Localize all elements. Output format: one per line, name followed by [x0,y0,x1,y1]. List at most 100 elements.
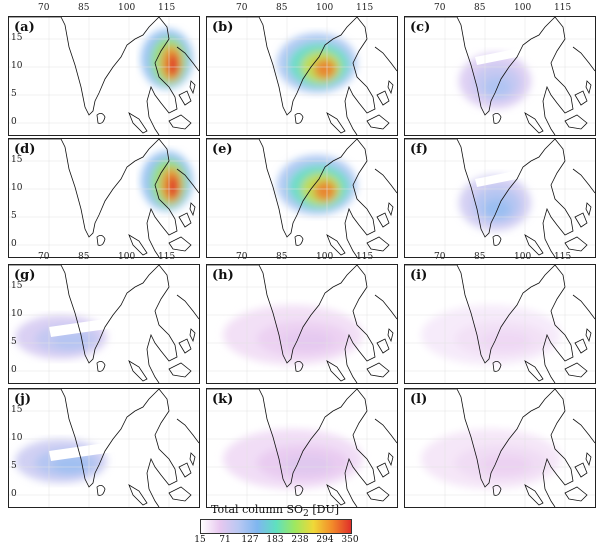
panel-label: (l) [410,392,428,407]
island-outline [574,212,588,228]
map-svg [405,139,595,257]
panel-label: (g) [14,268,36,283]
map-svg [207,139,397,257]
map-panel-e: (e) [206,138,398,258]
lon-tick-label: 70 [236,252,248,262]
coastline [146,17,178,135]
island-outline [564,486,588,502]
data-gap [49,317,121,337]
island-outline [189,202,196,217]
coastline [374,46,397,72]
island-outline [294,485,304,496]
island-outline [585,452,592,467]
plume-layer [483,77,511,97]
colorbar [200,519,352,534]
lon-tick-label: 115 [158,3,176,13]
so2-plume [277,155,357,215]
coastline [9,389,160,488]
island-outline [168,114,192,130]
panel-label: (k) [212,392,234,407]
coastline [9,139,160,238]
colorbar-tick-label: 127 [241,535,259,545]
island-outline [128,360,148,382]
island-outline [189,328,196,343]
map-svg [405,265,595,383]
lon-tick-label: 70 [38,252,50,262]
island-outline [585,328,592,343]
map-svg [207,17,397,135]
map-panel-b: (b) [206,16,398,136]
plume-layer [167,175,179,199]
coastline [344,265,376,383]
island-outline [376,90,390,106]
coastline [572,418,595,444]
map-panel-l: (l) [404,388,596,508]
data-gap [49,441,121,461]
so2-plume [223,429,363,489]
lon-tick-label: 115 [554,3,572,13]
island-outline [387,80,394,95]
coastline [176,418,199,444]
island-outline [574,462,588,478]
coastline [9,265,160,364]
island-outline [376,338,390,354]
lon-tick-label: 85 [474,252,486,262]
lat-tick-label: 5 [11,337,17,347]
panel-label: (c) [410,20,431,35]
colorbar-tick-label: 238 [291,535,309,545]
so2-plume [277,33,357,93]
plume-layer [479,331,531,351]
so2-plume [421,305,561,365]
lat-tick-label: 0 [11,117,17,127]
island-outline [524,360,544,382]
lon-tick-label: 85 [78,252,90,262]
lon-tick-label: 100 [118,3,136,13]
coastline [542,389,574,507]
lon-tick-label: 85 [276,252,288,262]
coastline [9,17,160,116]
coastline [542,139,574,257]
map-svg [9,265,199,383]
island-outline [524,112,544,134]
island-outline [564,114,588,130]
panel-label: (a) [14,20,35,35]
panel-label: (e) [212,142,233,157]
coastline [207,265,358,364]
coastline [176,168,199,194]
island-outline [168,236,192,252]
coastline [572,294,595,320]
island-outline [294,361,304,372]
panel-label: (b) [212,20,234,35]
island-outline [366,486,390,502]
lat-tick-label: 5 [11,461,17,471]
island-outline [178,462,192,478]
island-outline [294,113,304,124]
panel-label: (h) [212,268,234,283]
map-panel-i: (i) [404,264,596,384]
lon-tick-label: 115 [554,252,572,262]
coastline [572,46,595,72]
lat-tick-label: 15 [11,405,23,415]
lon-tick-label: 100 [118,252,136,262]
island-outline [524,234,544,256]
plume-layer [314,181,336,201]
lon-tick-label: 85 [276,3,288,13]
plume-layer [53,333,89,349]
island-outline [387,328,394,343]
map-panel-h: (h) [206,264,398,384]
island-outline [564,236,588,252]
colorbar-tick-label: 183 [266,535,284,545]
island-outline [96,113,106,124]
island-outline [376,212,390,228]
island-outline [168,362,192,378]
island-outline [492,235,502,246]
so2-plume [141,29,193,89]
island-outline [366,236,390,252]
island-outline [128,484,148,506]
lat-tick-label: 10 [11,433,23,443]
map-svg [405,389,595,507]
plume-layer [483,199,511,219]
data-gap [475,167,537,187]
map-panel-j: (j) [8,388,200,508]
island-outline [168,486,192,502]
